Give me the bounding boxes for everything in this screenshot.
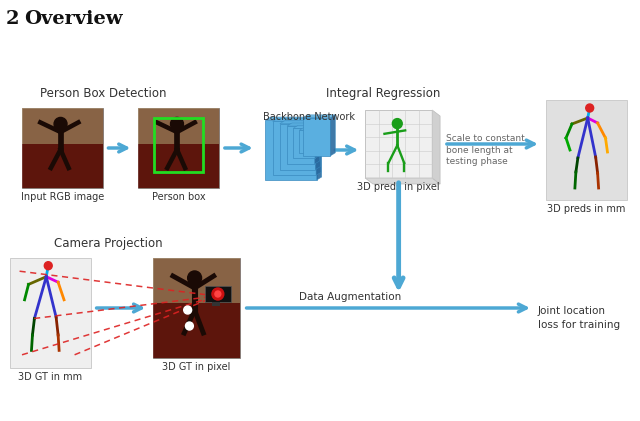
Polygon shape	[316, 127, 320, 153]
Bar	[293, 128, 315, 158]
Bar	[153, 258, 240, 358]
Text: Data Augmentation: Data Augmentation	[299, 292, 401, 302]
Bar	[287, 126, 315, 164]
Bar	[22, 108, 102, 188]
Text: 2: 2	[6, 10, 19, 28]
Bar	[153, 258, 240, 303]
Polygon shape	[273, 118, 321, 121]
Bar	[304, 132, 316, 149]
Bar	[154, 117, 203, 172]
Bar	[153, 303, 240, 358]
Bar	[138, 144, 219, 188]
Text: 3D preds in mm: 3D preds in mm	[547, 204, 625, 214]
Bar	[305, 128, 320, 151]
Polygon shape	[304, 129, 321, 132]
Polygon shape	[315, 125, 320, 158]
Bar	[303, 123, 325, 153]
Polygon shape	[303, 120, 330, 123]
Bar	[300, 130, 316, 153]
Bar	[280, 124, 316, 170]
Polygon shape	[316, 121, 320, 170]
Bar	[22, 144, 102, 188]
Circle shape	[392, 119, 402, 128]
Text: Integral Regression: Integral Regression	[326, 87, 440, 100]
Text: Scale to constant
bone length at
testing phase: Scale to constant bone length at testing…	[446, 134, 525, 166]
Text: Person box: Person box	[152, 192, 205, 202]
Circle shape	[186, 322, 193, 330]
Polygon shape	[316, 129, 321, 149]
Polygon shape	[330, 115, 335, 156]
Circle shape	[586, 104, 594, 112]
Polygon shape	[293, 125, 320, 128]
Text: Joint location
loss for training: Joint location loss for training	[538, 306, 620, 330]
Bar	[138, 108, 219, 188]
Bar	[266, 120, 317, 180]
Polygon shape	[300, 127, 320, 130]
Bar	[546, 100, 627, 200]
Bar	[205, 286, 230, 302]
Text: Input RGB image: Input RGB image	[20, 192, 104, 202]
Bar	[138, 108, 219, 144]
Bar	[22, 108, 102, 188]
Polygon shape	[317, 117, 322, 180]
Bar	[365, 110, 432, 178]
Bar	[138, 108, 219, 188]
Bar	[303, 118, 330, 156]
Polygon shape	[280, 121, 320, 124]
Circle shape	[184, 306, 191, 314]
Polygon shape	[266, 117, 322, 120]
Text: 3D preds in pixel: 3D preds in pixel	[357, 182, 440, 192]
Circle shape	[188, 271, 202, 285]
Polygon shape	[432, 110, 440, 184]
Bar	[153, 258, 240, 358]
Bar	[212, 302, 220, 306]
Polygon shape	[315, 123, 319, 164]
Text: Overview: Overview	[24, 10, 122, 28]
Polygon shape	[305, 125, 325, 128]
Polygon shape	[287, 123, 319, 126]
Polygon shape	[325, 120, 330, 153]
Circle shape	[54, 117, 67, 131]
Circle shape	[212, 288, 224, 300]
Polygon shape	[316, 118, 321, 175]
Text: 3D GT in pixel: 3D GT in pixel	[162, 362, 230, 372]
Bar	[273, 121, 316, 175]
Bar	[10, 258, 91, 368]
Text: Person Box Detection: Person Box Detection	[40, 87, 167, 100]
Circle shape	[44, 262, 52, 270]
Circle shape	[170, 117, 184, 131]
Polygon shape	[303, 115, 335, 118]
Text: Backbone Network: Backbone Network	[263, 112, 355, 122]
Text: 3D GT in mm: 3D GT in mm	[19, 372, 83, 382]
Polygon shape	[365, 178, 440, 184]
Polygon shape	[320, 125, 325, 151]
Circle shape	[215, 291, 221, 297]
Text: Camera Projection: Camera Projection	[54, 237, 163, 250]
Bar	[22, 108, 102, 144]
